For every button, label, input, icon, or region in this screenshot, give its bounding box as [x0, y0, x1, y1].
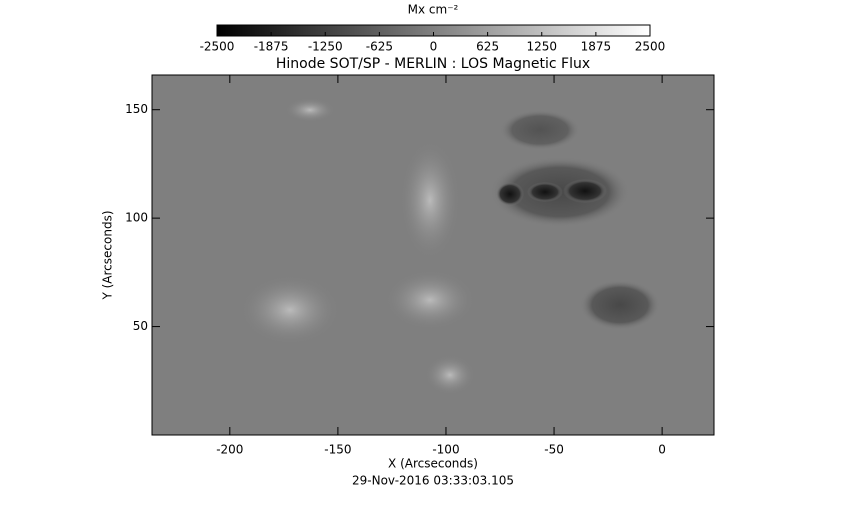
x-tick-label: -100 [432, 443, 459, 457]
colorbar-tick-label: -1875 [254, 40, 289, 54]
colorbar-label: Mx cm⁻² [408, 3, 459, 17]
colorbar-tick-label: -1250 [308, 40, 343, 54]
chart-title: Hinode SOT/SP - MERLIN : LOS Magnetic Fl… [276, 56, 590, 72]
y-tick-label: 150 [125, 102, 148, 116]
x-tick-label: -150 [324, 443, 351, 457]
colorbar-tick-label: -2500 [200, 40, 235, 54]
y-tick-label: 50 [133, 319, 148, 333]
y-tick-label: 100 [125, 211, 148, 225]
colorbar-tick-label: 1250 [526, 40, 557, 54]
x-axis-label: X (Arcseconds) [388, 457, 478, 471]
x-tick-label: -50 [544, 443, 564, 457]
colorbar-tick-label: 2500 [635, 40, 666, 54]
y-axis-label: Y (Arcseconds) [101, 210, 115, 300]
x-tick-label: 0 [658, 443, 666, 457]
magnetogram [152, 75, 714, 435]
x-tick-label: -200 [216, 443, 243, 457]
colorbar-tick-label: 0 [430, 40, 438, 54]
plot-frame [151, 74, 715, 436]
footer: 29-Nov-2016 03:33:03.105 [352, 474, 514, 488]
colorbar-tick-label: -625 [366, 40, 393, 54]
colorbar-tick-label: 625 [476, 40, 499, 54]
colorbar-tick-label: 1875 [581, 40, 612, 54]
